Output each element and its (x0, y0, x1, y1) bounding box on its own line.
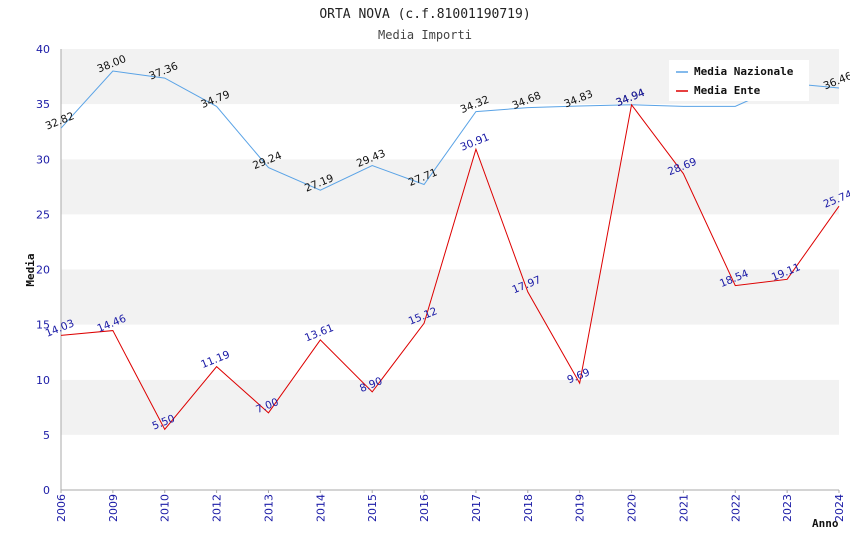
legend: Media Nazionale Media Ente (669, 60, 809, 101)
x-tick-label: 2012 (211, 494, 224, 522)
background-bands (61, 49, 839, 490)
x-tick-label: 2009 (107, 494, 120, 522)
grid-band (61, 104, 839, 160)
series-line-ente (60, 103, 840, 431)
x-tick-label: 2020 (626, 494, 639, 522)
chart-title: ORTA NOVA (c.f.81001190719) (319, 7, 530, 22)
x-tick-label: 2006 (55, 494, 68, 522)
y-tick-label: 30 (36, 153, 50, 166)
legend-box (669, 60, 809, 101)
series-line-nazionale (60, 70, 840, 191)
y-tick-label: 25 (36, 208, 50, 221)
legend-label-ente: Media Ente (694, 84, 761, 97)
x-tick-label: 2015 (366, 494, 379, 522)
grid-band (61, 159, 839, 215)
y-tick-label: 35 (36, 98, 50, 111)
grid-band (61, 434, 839, 490)
x-tick-label: 2023 (781, 494, 794, 522)
y-axis-label: Media (24, 253, 37, 286)
x-tick-label: 2024 (833, 494, 846, 522)
x-axis-label: Anno (812, 517, 839, 530)
x-tick-label: 2010 (159, 494, 172, 522)
x-tick-label: 2022 (729, 494, 742, 522)
y-tick-label: 20 (36, 264, 50, 277)
x-tick-label: 2017 (470, 494, 483, 522)
y-tick-label: 0 (43, 484, 50, 497)
y-tick-label: 10 (36, 374, 50, 387)
grid-band (61, 324, 839, 380)
x-tick-label: 2013 (262, 494, 275, 522)
y-tick-label: 15 (36, 319, 50, 332)
grid-band (61, 379, 839, 435)
x-tick-label: 2016 (418, 494, 431, 522)
grid-band (61, 214, 839, 270)
x-tick-label: 2014 (314, 494, 327, 522)
axes (60, 49, 839, 491)
y-tick-label: 5 (43, 429, 50, 442)
x-axis-ticks: 2006 2009 2010 2012 2013 2014 2015 2016 2017 2018… (55, 490, 846, 522)
x-tick-label: 2019 (574, 494, 587, 522)
chart-subtitle: Media Importi (378, 28, 472, 42)
x-tick-label: 2018 (522, 494, 535, 522)
y-tick-label: 40 (36, 43, 50, 56)
grid-band (61, 269, 839, 325)
y-axis-ticks: 0 5 10 15 20 25 30 35 40 (36, 43, 50, 497)
legend-label-nazionale: Media Nazionale (694, 65, 794, 78)
series-lines (60, 70, 840, 431)
x-tick-label: 2021 (677, 494, 690, 522)
